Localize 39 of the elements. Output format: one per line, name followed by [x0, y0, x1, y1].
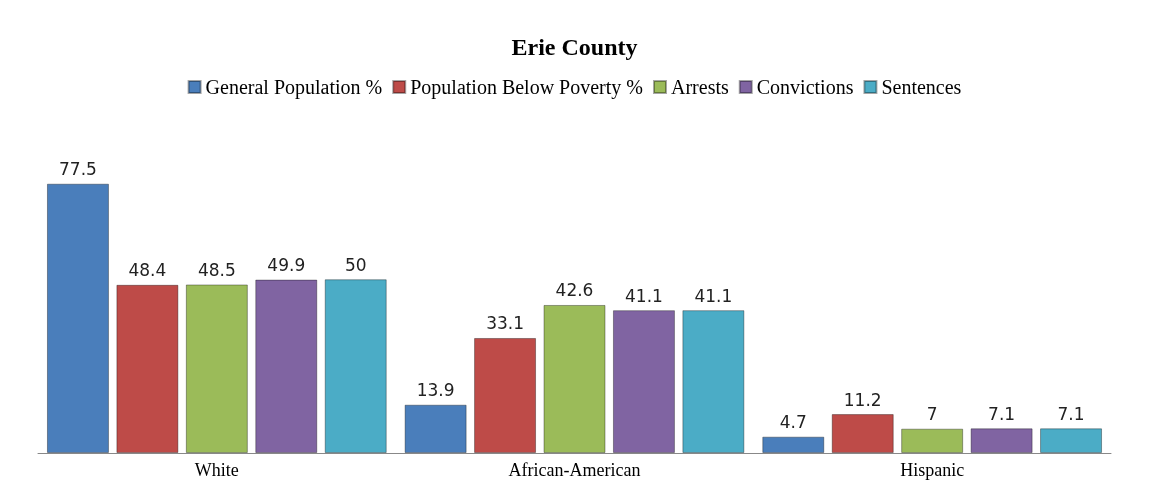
bar: [901, 428, 964, 453]
bar: [116, 284, 179, 453]
data-label: 48.5: [197, 259, 236, 280]
data-label: 49.9: [267, 255, 306, 276]
data-label: 7: [926, 404, 938, 425]
data-label: 7.1: [988, 403, 1016, 424]
bar: [612, 310, 675, 453]
data-label: 41.1: [625, 285, 663, 306]
data-label: 77.5: [59, 159, 97, 180]
bar: [543, 304, 606, 453]
data-label: 42.6: [555, 280, 594, 301]
data-label: 50: [344, 254, 367, 275]
x-tick-label: African-American: [508, 460, 641, 480]
legend-label: Sentences: [881, 76, 962, 98]
bar: [762, 436, 825, 453]
bar: [46, 183, 109, 453]
bar: [831, 414, 894, 453]
bar: [474, 337, 537, 453]
legend-label: Convictions: [756, 76, 854, 98]
x-tick-label: White: [194, 460, 239, 480]
legend-label: Arrests: [670, 76, 729, 98]
data-label: 41.1: [694, 285, 733, 306]
data-label: 33.1: [486, 313, 524, 334]
data-label: 13.9: [416, 380, 455, 401]
bar: [324, 279, 387, 453]
data-label: 4.7: [779, 412, 807, 433]
bar: [185, 284, 248, 453]
chart-title: Erie County: [511, 34, 638, 60]
bar: [1040, 428, 1103, 453]
bar: [970, 428, 1033, 453]
bar: [404, 404, 467, 453]
data-label: 48.4: [128, 260, 167, 281]
bar: [682, 310, 745, 453]
data-label: 11.2: [843, 389, 882, 410]
bar: [255, 279, 318, 453]
x-tick-label: Hispanic: [900, 460, 965, 480]
legend-label: General Population %: [205, 76, 383, 99]
legend-label: Population Below Poverty %: [410, 76, 643, 99]
data-label: 7.1: [1057, 403, 1085, 424]
